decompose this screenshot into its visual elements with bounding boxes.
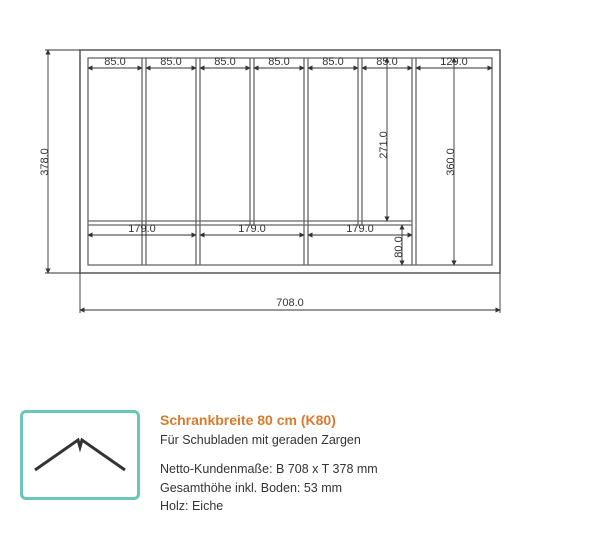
- legend-line2: Gesamthöhe inkl. Boden: 53 mm: [160, 479, 378, 498]
- dim-271: 271.0: [378, 58, 390, 221]
- legend: Schrankbreite 80 cm (K80) Für Schubladen…: [20, 410, 580, 516]
- thumb-icon: [20, 410, 140, 500]
- legend-title: Schrankbreite 80 cm (K80): [160, 410, 378, 431]
- drawing-svg: 85.0 85.0 85.0 85.0 85.0 85.0 129.0 179.…: [20, 20, 580, 400]
- legend-line3: Holz: Eiche: [160, 497, 378, 516]
- dim-bottom1: 179.0: [128, 223, 156, 235]
- vertical-dividers: [142, 58, 416, 265]
- dim-bottom2: 179.0: [238, 223, 266, 235]
- dim-80: 80.0: [393, 225, 405, 265]
- overall-height: 378.0: [39, 50, 80, 273]
- svg-text:80.0: 80.0: [393, 236, 405, 257]
- svg-text:360.0: 360.0: [445, 148, 457, 176]
- legend-text: Schrankbreite 80 cm (K80) Für Schubladen…: [160, 410, 378, 516]
- svg-text:271.0: 271.0: [378, 131, 390, 159]
- dim-360: 360.0: [445, 58, 457, 265]
- legend-line1: Netto-Kundenmaße: B 708 x T 378 mm: [160, 460, 378, 479]
- svg-text:378.0: 378.0: [39, 148, 51, 176]
- dim-slot2: 85.0: [160, 56, 181, 68]
- technical-drawing: 85.0 85.0 85.0 85.0 85.0 85.0 129.0 179.…: [20, 20, 580, 400]
- outer-frame: [80, 50, 500, 273]
- dim-slot1: 85.0: [104, 56, 125, 68]
- dim-slot4: 85.0: [268, 56, 289, 68]
- bottom-dimensions: 179.0 179.0 179.0: [88, 223, 412, 235]
- legend-subtitle: Für Schubladen mit geraden Zargen: [160, 431, 378, 450]
- svg-text:708.0: 708.0: [276, 297, 304, 309]
- dim-slot5: 85.0: [322, 56, 343, 68]
- dim-slot3: 85.0: [214, 56, 235, 68]
- overall-width: 708.0: [80, 273, 500, 313]
- dim-bottom3: 179.0: [346, 223, 374, 235]
